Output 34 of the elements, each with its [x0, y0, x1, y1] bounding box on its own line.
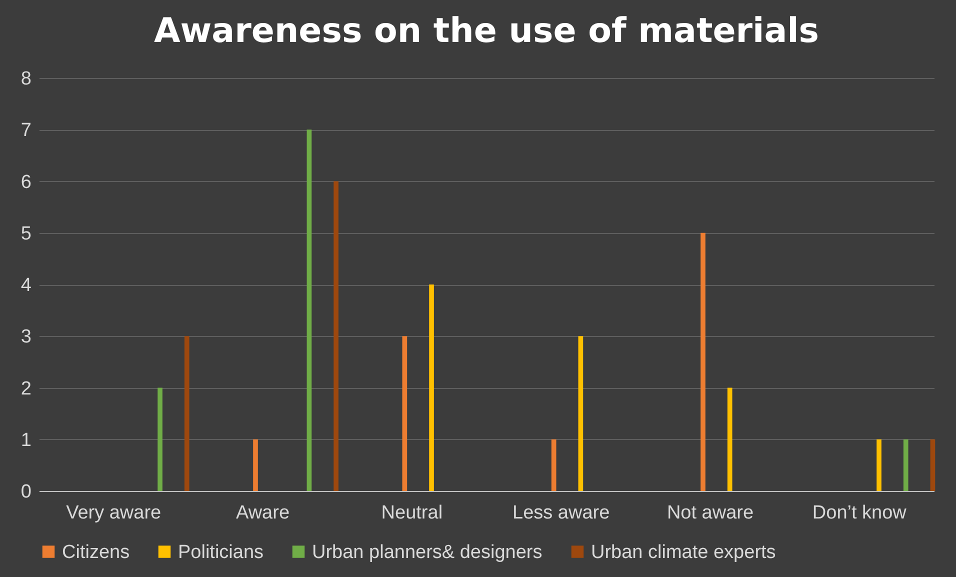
bar: [429, 284, 434, 491]
x-tick-label: Very aware: [66, 502, 162, 524]
legend-label: Urban climate experts: [591, 542, 776, 563]
bar: [551, 439, 556, 491]
x-tick-label: Neutral: [381, 502, 443, 524]
bar: [158, 388, 162, 491]
x-tick-label: Aware: [236, 502, 290, 524]
x-tick-label: Don’t know: [812, 502, 907, 524]
y-tick-label: 8: [20, 68, 32, 90]
bar: [903, 439, 908, 491]
bar: [727, 388, 732, 491]
y-tick-label: 4: [20, 275, 32, 296]
bar: [578, 336, 584, 491]
bar: [334, 181, 338, 491]
y-tick-label: 7: [20, 120, 32, 142]
bar: [253, 439, 258, 491]
y-tick-label: 6: [20, 172, 32, 193]
chart-title: Awareness on the use of materials: [154, 11, 820, 51]
bar: [402, 336, 408, 491]
y-tick-label: 5: [20, 223, 32, 244]
legend-label: Urban planners& designers: [312, 542, 542, 563]
legend-label: Citizens: [62, 542, 130, 563]
bar: [930, 439, 936, 491]
bar: [700, 232, 706, 491]
y-tick-label: 2: [20, 378, 32, 400]
x-tick-label: Not aware: [666, 502, 754, 524]
y-tick-label: 0: [20, 482, 32, 502]
legend-label: Politicians: [178, 542, 264, 563]
y-tick-label: 1: [20, 430, 32, 451]
x-tick-label: Less aware: [512, 502, 610, 524]
bar: [306, 130, 312, 491]
y-tick-label: 3: [20, 326, 32, 348]
bar: [184, 336, 190, 491]
bar: [876, 439, 882, 491]
